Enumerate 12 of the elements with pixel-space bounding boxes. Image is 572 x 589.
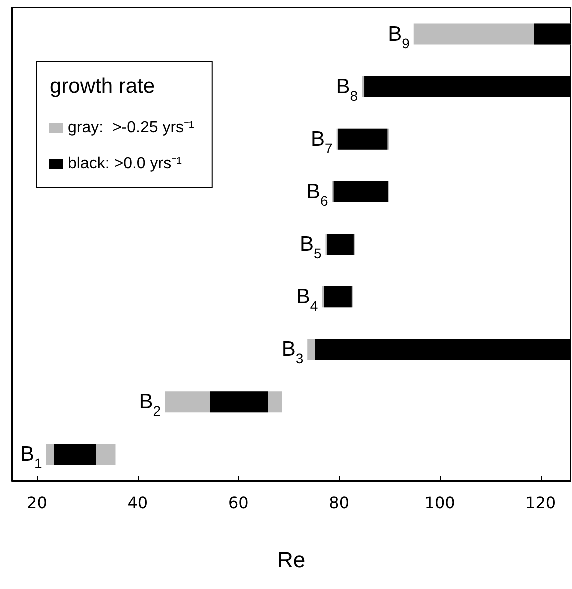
x-axis-title: Re bbox=[277, 548, 306, 572]
x-tick-label: 40 bbox=[128, 494, 148, 512]
x-tick-label: 120 bbox=[526, 494, 556, 512]
bar bbox=[210, 392, 268, 413]
x-tick-label: 60 bbox=[228, 494, 249, 512]
legend-label: black: >0.0 yrs⁻¹ bbox=[68, 156, 182, 172]
x-tick-label: 80 bbox=[329, 494, 350, 512]
x-tick-label: 100 bbox=[424, 494, 456, 512]
x-tick-label: 20 bbox=[27, 494, 48, 512]
bar bbox=[54, 444, 96, 466]
legend-title: growth rate bbox=[50, 75, 156, 98]
legend-label: gray: >-0.25 yrs⁻¹ bbox=[68, 120, 194, 136]
